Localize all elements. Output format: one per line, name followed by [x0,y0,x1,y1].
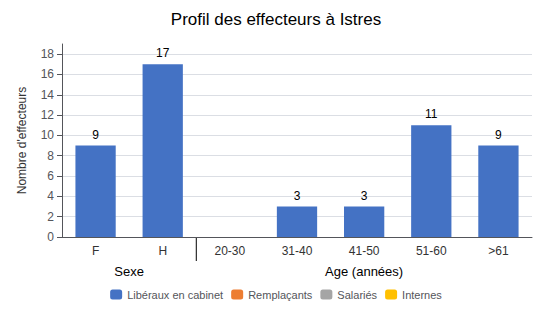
svg-text:Remplaçants: Remplaçants [248,289,313,301]
svg-text:51-60: 51-60 [416,244,447,258]
svg-text:18: 18 [41,47,55,61]
svg-text:3: 3 [294,189,301,203]
svg-text:11: 11 [425,107,438,121]
svg-text:Sexe: Sexe [114,264,144,279]
svg-text:9: 9 [92,128,99,142]
svg-text:10: 10 [41,128,55,142]
svg-text:17: 17 [156,46,170,60]
svg-text:F: F [92,244,99,258]
svg-text:16: 16 [41,67,55,81]
svg-text:Nombre d'effecteurs: Nombre d'effecteurs [15,87,29,194]
svg-text:2: 2 [47,210,54,224]
svg-text:8: 8 [47,149,54,163]
svg-text:31-40: 31-40 [282,244,313,258]
svg-text:Libéraux en cabinet: Libéraux en cabinet [127,289,223,301]
svg-text:Age (années): Age (années) [325,264,403,279]
svg-text:0: 0 [47,230,54,244]
svg-text:Profil des effecteurs à Istres: Profil des effecteurs à Istres [171,10,381,29]
svg-text:6: 6 [47,169,54,183]
svg-text:4: 4 [47,189,54,203]
svg-text:9: 9 [495,128,502,142]
svg-text:20-30: 20-30 [215,244,246,258]
svg-text:Salariés: Salariés [337,289,377,301]
svg-text:3: 3 [361,189,368,203]
svg-text:H: H [158,244,167,258]
svg-text:12: 12 [41,108,55,122]
svg-text:Internes: Internes [402,289,442,301]
svg-text:41-50: 41-50 [349,244,380,258]
svg-text:>61: >61 [488,244,509,258]
svg-text:14: 14 [41,88,55,102]
